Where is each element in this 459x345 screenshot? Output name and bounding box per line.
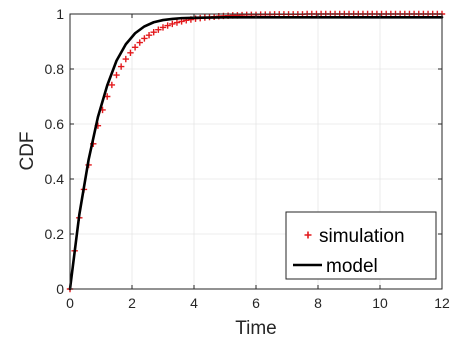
simulation-point bbox=[159, 24, 167, 31]
legend-simulation-marker bbox=[304, 231, 312, 239]
simulation-point bbox=[145, 31, 153, 39]
simulation-point bbox=[136, 39, 143, 46]
legend-box bbox=[285, 211, 437, 280]
y-tick-label: 0.8 bbox=[45, 61, 65, 77]
y-axis-title: CDF bbox=[17, 131, 38, 170]
legend-model-label: model bbox=[326, 256, 378, 277]
simulation-point bbox=[108, 81, 116, 89]
model-line bbox=[68, 16, 444, 291]
simulation-point bbox=[122, 55, 129, 63]
x-tick-label: 4 bbox=[190, 295, 198, 311]
y-tick-label: 0.4 bbox=[45, 171, 65, 187]
x-tick-label: 6 bbox=[252, 295, 260, 311]
y-tick-label: 0 bbox=[56, 281, 64, 297]
y-tick-label: 1 bbox=[56, 6, 64, 22]
x-tick-label: 8 bbox=[314, 295, 322, 311]
x-axis-title: Time bbox=[235, 318, 277, 339]
simulation-point bbox=[127, 49, 134, 56]
simulation-point bbox=[131, 44, 139, 51]
simulation-point bbox=[169, 20, 176, 28]
x-tick-label: 12 bbox=[434, 295, 450, 311]
simulation-point bbox=[150, 28, 157, 36]
legend: simulation model bbox=[285, 211, 437, 280]
legend-simulation-label: simulation bbox=[319, 226, 405, 247]
simulation-point bbox=[164, 22, 171, 29]
x-tick-label: 10 bbox=[372, 295, 388, 311]
y-tick-label: 0.2 bbox=[45, 226, 65, 242]
simulation-point bbox=[155, 26, 162, 33]
simulation-point bbox=[117, 63, 125, 70]
simulation-point bbox=[141, 35, 148, 42]
simulation-point bbox=[113, 71, 120, 79]
ticks: 00.20.40.60.810 2 4 6 8 10 12 bbox=[45, 6, 450, 311]
x-tick-label: 0 bbox=[66, 295, 74, 311]
simulation-point bbox=[173, 19, 181, 26]
x-tick-label: 2 bbox=[128, 295, 136, 311]
y-tick-label: 0.6 bbox=[45, 116, 65, 132]
